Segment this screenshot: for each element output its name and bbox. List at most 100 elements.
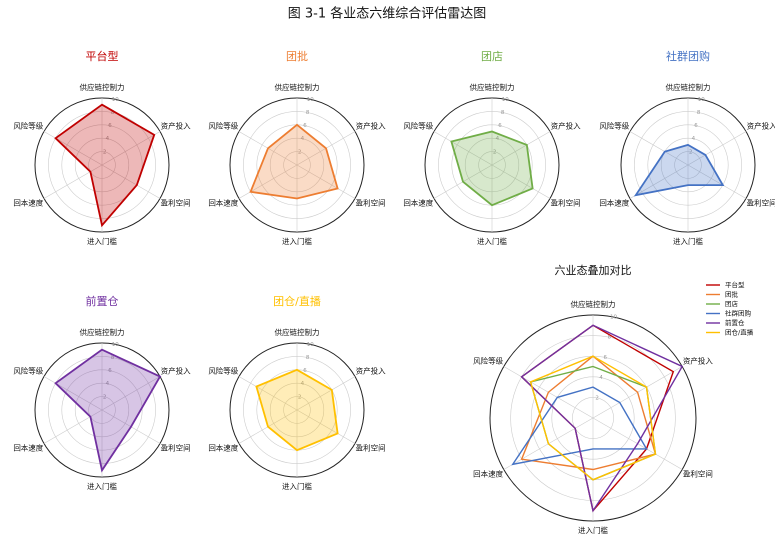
spoke: [296, 409, 356, 444]
axis-label: 盈利空间: [356, 198, 386, 208]
r-tick-label: 8: [111, 110, 115, 116]
r-tick-label: 8: [111, 355, 115, 361]
r-tick-label: 6: [604, 355, 608, 361]
chart-title: 六业态叠加对比: [555, 263, 632, 277]
r-tick-label: 6: [303, 368, 307, 374]
axis-label: 盈利空间: [683, 469, 713, 479]
r-tick-label: 6: [498, 123, 502, 129]
radar-area: [520, 355, 657, 471]
radar-area: [450, 130, 534, 207]
axis-label: 进入门槛: [477, 236, 507, 246]
radar-area: [529, 355, 657, 481]
r-tick-label: 4: [106, 381, 110, 387]
r-tick-label: 2: [298, 394, 302, 400]
spoke: [491, 164, 551, 199]
r-tick-label: 6: [694, 123, 698, 129]
r-tick-label: 4: [599, 375, 603, 381]
axis-label: 风险等级: [208, 366, 238, 376]
axis-label: 进入门槛: [87, 236, 117, 246]
axis-label: 资产投入: [356, 366, 386, 376]
r-tick-label: 10: [698, 97, 705, 103]
spoke: [43, 409, 103, 444]
r-tick-label: 10: [610, 315, 617, 321]
r-tick-label: 4: [301, 381, 305, 387]
axis-label: 资产投入: [747, 121, 775, 131]
axis-label: 进入门槛: [578, 525, 608, 535]
r-tick-label: 6: [108, 123, 112, 129]
axis-label: 资产投入: [356, 121, 386, 131]
axis-label: 回本速度: [208, 198, 238, 208]
axis-label: 资产投入: [551, 121, 581, 131]
axis-label: 盈利空间: [161, 198, 191, 208]
radar-area: [633, 143, 725, 197]
r-tick-label: 8: [306, 110, 310, 116]
spoke: [433, 131, 493, 166]
r-tick-label: 10: [307, 342, 314, 348]
legend-label: 平台型: [725, 280, 745, 289]
figure-title: 图 3-1 各业态六维综合评估雷达图: [288, 6, 487, 22]
axis-label: 资产投入: [161, 366, 191, 376]
r-tick-label: 4: [106, 136, 110, 142]
r-tick-label: 6: [108, 368, 112, 374]
r-tick-label: 10: [112, 97, 119, 103]
axis-label: 进入门槛: [282, 481, 312, 491]
axis-label: 回本速度: [13, 198, 43, 208]
r-tick-label: 2: [595, 395, 599, 401]
spoke: [629, 164, 689, 199]
radar-area: [511, 386, 648, 466]
axis-label: 供应链控制力: [275, 82, 320, 92]
radar-area: [520, 324, 684, 513]
spoke: [43, 131, 103, 166]
legend-label: 团店: [725, 299, 739, 308]
r-tick-label: 10: [502, 97, 509, 103]
chart-title: 前置仓: [86, 294, 119, 308]
chart-title: 社群团购: [666, 49, 710, 63]
axis-label: 回本速度: [403, 198, 433, 208]
radar-area: [249, 123, 339, 200]
axis-label: 盈利空间: [551, 198, 581, 208]
axis-label: 供应链控制力: [80, 327, 125, 337]
axis-label: 回本速度: [208, 443, 238, 453]
r-tick-label: 10: [112, 342, 119, 348]
r-tick-label: 2: [103, 149, 107, 155]
axis-label: 资产投入: [161, 121, 191, 131]
axis-label: 盈利空间: [161, 443, 191, 453]
spoke: [43, 164, 103, 199]
axis-label: 盈利空间: [747, 198, 775, 208]
spoke: [238, 376, 298, 411]
r-tick-label: 8: [608, 335, 612, 341]
r-tick-label: 2: [689, 149, 693, 155]
spoke: [629, 131, 689, 166]
legend-label: 团仓/直播: [725, 328, 754, 337]
radar-area: [54, 348, 162, 473]
r-tick-label: 2: [298, 149, 302, 155]
r-tick-label: 8: [306, 355, 310, 361]
axis-label: 风险等级: [403, 121, 433, 131]
spoke: [101, 131, 161, 166]
axis-label: 风险等级: [599, 121, 629, 131]
axis-label: 风险等级: [473, 356, 503, 366]
spoke: [101, 376, 161, 411]
r-tick-label: 4: [301, 136, 305, 142]
axis-label: 回本速度: [473, 469, 503, 479]
legend-label: 社群团购: [725, 309, 752, 318]
r-tick-label: 8: [697, 110, 701, 116]
spoke: [296, 164, 356, 199]
axis-label: 供应链控制力: [666, 82, 711, 92]
axis-label: 盈利空间: [356, 443, 386, 453]
axis-label: 风险等级: [208, 121, 238, 131]
axis-label: 供应链控制力: [275, 327, 320, 337]
radar-area: [54, 103, 156, 228]
r-tick-label: 4: [692, 136, 696, 142]
axis-label: 回本速度: [13, 443, 43, 453]
axis-label: 风险等级: [13, 366, 43, 376]
legend-label: 前置仓: [725, 318, 745, 327]
r-tick-label: 2: [493, 149, 497, 155]
axis-label: 进入门槛: [282, 236, 312, 246]
axis-label: 资产投入: [683, 356, 713, 366]
axis-label: 回本速度: [599, 198, 629, 208]
chart-title: 团仓/直播: [273, 294, 321, 308]
axis-label: 风险等级: [13, 121, 43, 131]
